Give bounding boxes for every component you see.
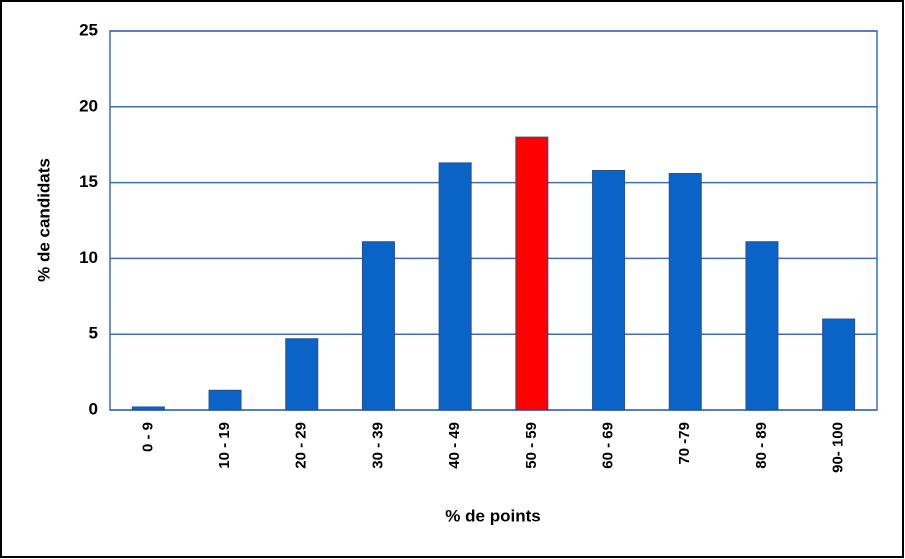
x-axis-title: % de points (445, 506, 540, 525)
y-tick-label: 10 (79, 248, 98, 267)
x-tick-label: 30 - 39 (369, 422, 386, 469)
y-tick-label: 20 (79, 96, 98, 115)
y-tick-label: 5 (89, 324, 98, 343)
x-tick-label: 80 - 89 (753, 422, 770, 469)
y-axis-title: % de candidats (34, 158, 53, 282)
x-tick-label: 90- 100 (830, 422, 847, 473)
x-tick-label: 10 - 19 (216, 422, 233, 469)
bar (515, 136, 549, 411)
x-tick-label: 70 -79 (676, 422, 693, 465)
bar (668, 173, 702, 411)
x-tick-label: 20 - 29 (293, 422, 310, 469)
x-tick-label: 0 - 9 (139, 422, 156, 452)
y-tick-label: 15 (79, 172, 98, 191)
y-tick-label: 0 (89, 399, 98, 418)
bar (361, 241, 395, 411)
bar (745, 241, 779, 411)
bar (438, 162, 472, 411)
x-tick-label: 60 - 69 (600, 422, 617, 469)
bar (822, 318, 856, 411)
bar (131, 406, 165, 411)
x-tick-label: 40 - 49 (446, 422, 463, 469)
y-tick-label: 25 (79, 20, 98, 39)
bar (208, 389, 242, 411)
x-tick-label: 50 - 59 (523, 422, 540, 469)
bar (592, 169, 626, 411)
bar (285, 338, 319, 411)
